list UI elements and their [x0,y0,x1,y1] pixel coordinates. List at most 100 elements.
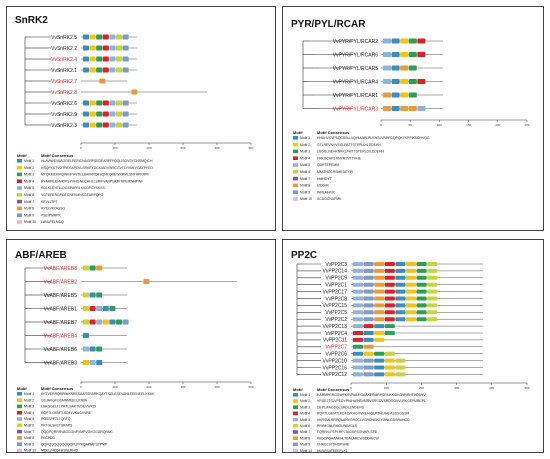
legend-consensus: LSGGLNEHKNKKLFMTTSTERLDILDDEHH [317,150,384,154]
gene-row: VvABF/AREB3 [44,360,127,366]
motif-9-block [363,296,374,301]
gene-label: VvPYR/PYL/RCAR4 [333,79,379,85]
gene-row: VvPP2C12 [323,372,483,378]
legend-swatch [293,142,298,147]
legend-motif-name: Motif 7 [24,430,34,434]
motif-6-block [384,351,395,356]
motif-6-block [116,56,122,62]
phylogenetic-tree [296,263,321,375]
motif-4-block [89,319,96,325]
panel-snrk2: SnRK2 VvSnRK2.5 VvSnRK2.2 VvSnRK2.4 VvSnRK2… [6,6,276,231]
motif-2-block [400,38,409,44]
motif-2-block [102,319,109,325]
motif-5-block [353,372,363,377]
motif-5-block [383,38,391,44]
length-axis: 0 100 200 300 400 500 [80,142,254,150]
motif-9-block [363,310,374,315]
motif-3-block [408,65,417,71]
legend-swatch [17,172,22,177]
legend-swatch [293,442,298,447]
motif-2-block [363,351,374,356]
motif-3-block [408,38,417,44]
motif-5-block [353,275,363,280]
axis-tick-label: 0 [80,146,82,150]
motif-9-block [122,67,129,73]
motif-diagram-abf: VvABF/AREB8 VvABF/AREB2 VvABF/AREB5 VvABF/A… [17,265,254,452]
motif-2-block [83,360,89,365]
motif-9-block [122,45,129,51]
legend-consensus: PKTGLSFETSRAPS [41,424,73,428]
gene-label: VvABF/AREB6 [44,347,78,353]
motif-3-block [408,92,417,98]
motif-5-block [353,317,363,322]
gene-label: VvPYR/PYL/RCAR3 [333,106,379,112]
motif-5-block [96,306,103,311]
legend-header-motif: Motif [293,387,303,392]
legend-swatch [17,213,22,217]
legend-consensus: WPEMHVR [317,190,335,194]
motif-1-block [395,317,406,322]
panel-title: PP2C [291,250,318,261]
motif-4-block [363,324,374,329]
motif-3-block [96,111,103,117]
motif-2-block [406,289,416,294]
axis-tick-label: 0 [80,385,82,389]
motif-3-block [96,100,103,106]
gene-label: VvSnRK2.4 [51,57,77,63]
motif-2-block [400,52,409,57]
axis-tick-label: 200 [146,146,151,150]
motif-9-block [122,111,129,117]
legend-consensus: QQQPQRRRVAGGGNPVMPVGKGGGRQRNC [41,430,113,434]
motif-9-block [122,319,129,325]
motif-5-block [353,268,363,273]
gene-row: VvPYR/PYL/RCAR1 [333,92,443,99]
legend-motif-name: Motif 7 [300,430,310,434]
legend-motif-name: Motif 6 [24,424,34,428]
motif-2-block [406,310,416,315]
motif-1-block [395,268,406,273]
motif-3-block [89,265,96,271]
legend-motif-name: Motif 6 [300,424,310,428]
motif-9-block [122,34,129,40]
legend-consensus: VHAGLSTDHSPSRE [317,443,350,447]
legend-motif-name: Motif 5 [300,163,310,167]
legend-swatch [17,193,22,197]
gene-label: VvABF/AREB4 [44,333,78,339]
legend-header-consensus: Motif Consensus [317,130,350,135]
motif-2-block [406,262,416,266]
legend-motif-name: Motif 5 [300,418,310,422]
motif-5-block [96,319,103,325]
gene-row: VvSnRK2.7 [51,78,127,85]
legend-consensus: RYELVKDIGSG [41,207,65,211]
gene-row: VvPP2C9 [325,276,483,282]
gene-label: VvPP2C11 [323,338,347,344]
legend-motif-name: Motif 9 [300,190,310,194]
motif-3-block [416,289,427,294]
gene-row: VvPYR/PYL/RCAR5 [333,65,443,72]
motif-legend: Motif Motif Consensus Motif 1 HHAHVSVPSQCSS… [293,130,430,201]
gene-row: VvPYR/PYL/RCAR4 [333,79,443,85]
gene-row: VvSnRK2.3 [51,122,137,129]
motif-8-block [383,106,391,111]
motif-6-block [395,365,406,370]
axis-tick-label: 500 [248,146,253,150]
legend-motif-name: Motif 1 [300,393,310,397]
motif-4-block [102,100,109,106]
motif-5-block [109,111,116,117]
legend-header-motif: Motif [293,130,303,135]
motif-6-block [427,268,438,273]
gene-label: VvPYR/PYL/RCAR5 [333,66,379,72]
motif-8-block [408,106,417,111]
gene-row: VvPP2C13 [323,324,483,330]
legend-swatch [293,411,298,416]
legend-consensus: YGTEFERGPGEGNEKMNSGEARPQFG [41,193,104,197]
motif-6-block [83,265,89,271]
axis-tick-label: 300 [180,146,185,150]
motif-legend: Motif Motif Consensus Motif 1 EKTVERRQRRMIK… [17,386,155,452]
motif-1-block [395,282,406,287]
motif-5-block [89,360,96,365]
motif-2-block [89,111,96,117]
motif-1-block [391,38,400,44]
gene-label: VvSnRK2.6 [51,101,77,107]
motif-6-block [427,303,438,308]
